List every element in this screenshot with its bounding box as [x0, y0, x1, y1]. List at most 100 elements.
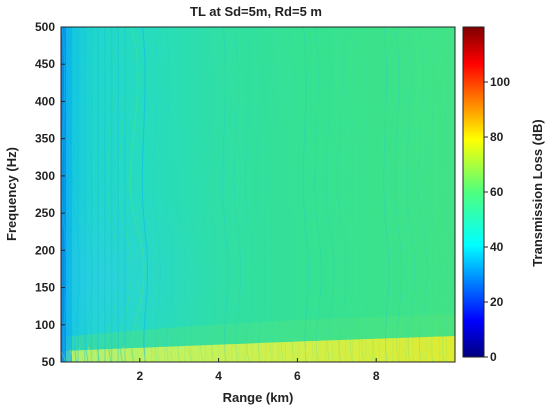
heatmap-stripe	[385, 122, 387, 362]
heatmap-stripe	[285, 122, 286, 362]
x-axis-ticks: 2 4 6 8	[136, 358, 380, 383]
heatmap-stripe	[238, 82, 240, 362]
heatmap-stripe	[137, 27, 139, 362]
colorbar-tick-label: 40	[490, 240, 504, 254]
low-frequency-fringe	[204, 350, 210, 361]
y-axis-ticks: 50 100 150 200 250 300 350 400 450 500	[35, 20, 65, 369]
low-frequency-fringe	[114, 347, 120, 361]
heatmap-stripe	[311, 102, 313, 362]
heatmap-fringe	[314, 27, 322, 362]
heatmap-stripe	[70, 27, 73, 362]
heatmap-fringe	[417, 27, 428, 362]
low-frequency-fringe	[123, 346, 129, 361]
low-frequency-fringe	[348, 350, 354, 361]
heatmap-stripe	[412, 102, 414, 362]
low-frequency-fringe	[159, 346, 165, 361]
x-axis-label: Range (km)	[223, 390, 294, 405]
heatmap-fringe	[337, 27, 348, 362]
heatmap-stripe	[104, 27, 106, 362]
heatmap-fringe	[141, 27, 149, 362]
heatmap-stripe	[198, 62, 199, 362]
heatmap-fringe	[107, 27, 120, 362]
low-frequency-fringe	[195, 346, 201, 361]
low-frequency-fringe	[231, 346, 237, 361]
heatmap-stripe	[204, 82, 206, 362]
heatmap-stripe	[392, 142, 394, 362]
low-frequency-fringe	[330, 347, 336, 361]
low-frequency-fringe	[249, 349, 255, 361]
heatmap-fringe	[245, 27, 255, 362]
low-frequency-fringe	[366, 347, 372, 361]
plot-frame	[60, 26, 456, 363]
heatmap-fringe	[153, 27, 161, 362]
heatmap-stripe	[372, 82, 374, 362]
low-frequency-fringe	[402, 347, 408, 361]
colorbar-ticks: 0 20 40 60 80 100	[484, 75, 510, 364]
y-tick-label: 500	[35, 20, 55, 34]
low-frequency-fringe	[132, 350, 138, 361]
low-frequency-fringe	[87, 346, 93, 361]
low-frequency-fringe	[168, 350, 174, 361]
colorbar-tick-label: 100	[490, 75, 510, 89]
y-tick-label: 200	[35, 243, 55, 257]
heatmap-stripe	[399, 62, 400, 362]
heatmap-fringe	[325, 27, 335, 362]
colorbar-label: Transmission Loss (dB)	[530, 119, 545, 266]
heatmap-fringe	[95, 27, 107, 362]
low-frequency-fringe	[321, 349, 327, 361]
heatmap-fringe	[291, 27, 306, 362]
heatmap-stripe	[352, 122, 353, 362]
heatmap-stripe	[244, 102, 246, 362]
heatmap-fringe	[302, 27, 309, 362]
heatmap-stripe	[432, 62, 434, 362]
y-tick-label: 450	[35, 57, 55, 71]
heatmap-stripe	[405, 82, 407, 362]
heatmap-stripe	[177, 102, 179, 362]
heatmap-stripe	[231, 62, 233, 362]
heatmap-stripe	[164, 62, 166, 362]
colorbar-tick-label: 80	[490, 130, 504, 144]
heatmap-fringe	[383, 27, 390, 362]
heatmap-stripe	[365, 62, 367, 362]
heatmap-stripe	[184, 122, 186, 362]
heatmap-stripe	[64, 27, 66, 362]
low-frequency-fringe	[393, 349, 399, 361]
heatmap-fringe	[406, 27, 416, 362]
heatmap-fringe	[176, 27, 187, 362]
x-tick-label: 2	[136, 369, 143, 383]
heatmap-stripe	[332, 62, 333, 362]
low-frequency-fringe	[294, 347, 300, 361]
heatmap-fringe	[440, 27, 454, 362]
low-frequency-fringe	[357, 349, 363, 361]
y-tick-label: 150	[35, 281, 55, 295]
heatmap-stripe	[345, 102, 347, 362]
heatmap-stripe	[291, 142, 293, 362]
heatmap-stripe	[90, 27, 93, 362]
low-frequency-fringe	[141, 349, 147, 361]
low-frequency-fringe	[150, 347, 156, 361]
heatmap-fringe	[394, 27, 403, 362]
heatmap-zero-range-edge	[61, 27, 66, 362]
heatmap-fringe	[84, 27, 94, 362]
heatmap-near-zero-range-strip	[66, 27, 72, 362]
heatmap-stripe	[298, 62, 300, 362]
low-frequency-fringe	[411, 346, 417, 361]
heatmap-fringe	[348, 27, 361, 362]
heatmap-near-range-glow	[61, 27, 455, 362]
heatmap-stripe	[84, 27, 86, 362]
heatmap-stripe	[251, 122, 253, 362]
heatmap-stripe	[117, 27, 119, 362]
low-frequency-fringe	[429, 349, 435, 361]
low-frequency-fringe	[222, 347, 228, 361]
x-tick-label: 8	[373, 369, 380, 383]
heatmap-fringe	[72, 27, 81, 362]
heatmap-stripe	[439, 82, 441, 362]
heatmap-stripe	[278, 102, 280, 362]
low-frequency-fringe	[78, 347, 84, 361]
heatmap-stripe	[425, 142, 427, 362]
low-frequency-fringe	[303, 346, 309, 361]
colorbar-tick-label: 60	[490, 185, 504, 199]
low-frequency-fringe	[267, 346, 273, 361]
low-frequency-fringe	[177, 349, 183, 361]
